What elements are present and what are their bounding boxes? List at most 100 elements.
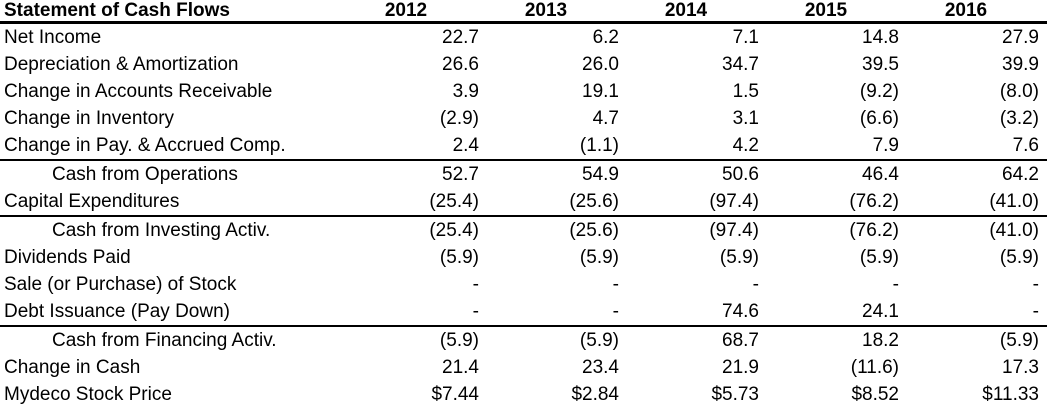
table-row: Mydeco Stock Price$7.44$2.84$5.73$8.52$1… [0,381,1047,408]
cell-value: 54.9 [487,160,627,188]
cell-value: 39.9 [907,51,1047,78]
row-label: Cash from Investing Activ. [0,216,347,244]
cell-value: $5.73 [627,381,767,408]
cell-value: 26.0 [487,51,627,78]
cell-value: 68.7 [627,326,767,354]
cell-value: 24.1 [767,298,907,326]
year-column-header: 2016 [907,0,1047,23]
cell-value: (41.0) [907,188,1047,216]
cell-value: 21.4 [347,354,487,381]
table-row: Capital Expenditures(25.4)(25.6)(97.4)(7… [0,188,1047,216]
cell-value: - [487,298,627,326]
cell-value: 26.6 [347,51,487,78]
cell-value: 64.2 [907,160,1047,188]
cell-value: (76.2) [767,216,907,244]
row-label: Mydeco Stock Price [0,381,347,408]
cell-value: (5.9) [907,244,1047,271]
cell-value: 27.9 [907,23,1047,52]
table-title: Statement of Cash Flows [0,0,347,23]
row-label: Net Income [0,23,347,52]
cell-value: 74.6 [627,298,767,326]
table-row: Sale (or Purchase) of Stock----- [0,271,1047,298]
row-label: Dividends Paid [0,244,347,271]
year-column-header: 2015 [767,0,907,23]
cell-value: 2.4 [347,132,487,160]
row-label: Change in Accounts Receivable [0,78,347,105]
cell-value: 4.2 [627,132,767,160]
row-label: Change in Cash [0,354,347,381]
cell-value: (5.9) [767,244,907,271]
cell-value: (25.6) [487,188,627,216]
cell-value: (2.9) [347,105,487,132]
row-label: Change in Pay. & Accrued Comp. [0,132,347,160]
cell-value: (25.4) [347,188,487,216]
cell-value: (1.1) [487,132,627,160]
cell-value: - [347,271,487,298]
cell-value: 14.8 [767,23,907,52]
cell-value: 7.9 [767,132,907,160]
year-column-header: 2013 [487,0,627,23]
table-row: Cash from Investing Activ.(25.4)(25.6)(9… [0,216,1047,244]
table-row: Change in Pay. & Accrued Comp.2.4(1.1)4.… [0,132,1047,160]
cell-value: 46.4 [767,160,907,188]
cell-value: 50.6 [627,160,767,188]
cell-value: $7.44 [347,381,487,408]
cell-value: 3.9 [347,78,487,105]
cell-value: (11.6) [767,354,907,381]
cell-value: 23.4 [487,354,627,381]
row-label: Depreciation & Amortization [0,51,347,78]
table-row: Cash from Financing Activ.(5.9)(5.9)68.7… [0,326,1047,354]
cell-value: 52.7 [347,160,487,188]
cell-value: (5.9) [347,326,487,354]
year-column-header: 2014 [627,0,767,23]
row-label: Cash from Operations [0,160,347,188]
cell-value: - [487,271,627,298]
cell-value: 39.5 [767,51,907,78]
row-label: Cash from Financing Activ. [0,326,347,354]
cell-value: (3.2) [907,105,1047,132]
cell-value: 18.2 [767,326,907,354]
cell-value: - [767,271,907,298]
cell-value: (8.0) [907,78,1047,105]
row-label: Capital Expenditures [0,188,347,216]
cell-value: 17.3 [907,354,1047,381]
cell-value: (25.6) [487,216,627,244]
cell-value: (5.9) [487,244,627,271]
cell-value: $2.84 [487,381,627,408]
cell-value: (97.4) [627,216,767,244]
row-label: Debt Issuance (Pay Down) [0,298,347,326]
cell-value: 19.1 [487,78,627,105]
cell-value: - [627,271,767,298]
cell-value: 34.7 [627,51,767,78]
cell-value: 7.1 [627,23,767,52]
cell-value: (76.2) [767,188,907,216]
cell-value: (5.9) [627,244,767,271]
year-column-header: 2012 [347,0,487,23]
cell-value: (6.6) [767,105,907,132]
cell-value: (5.9) [347,244,487,271]
cell-value: (25.4) [347,216,487,244]
cell-value: $11.33 [907,381,1047,408]
cell-value: (5.9) [487,326,627,354]
cell-value: $8.52 [767,381,907,408]
cell-value: (97.4) [627,188,767,216]
cell-value: (5.9) [907,326,1047,354]
cell-value: - [347,298,487,326]
cell-value: - [907,298,1047,326]
cell-value: 6.2 [487,23,627,52]
cell-value: 4.7 [487,105,627,132]
cell-value: 22.7 [347,23,487,52]
cell-value: 21.9 [627,354,767,381]
cell-value: (41.0) [907,216,1047,244]
cell-value: 3.1 [627,105,767,132]
cell-value: 7.6 [907,132,1047,160]
